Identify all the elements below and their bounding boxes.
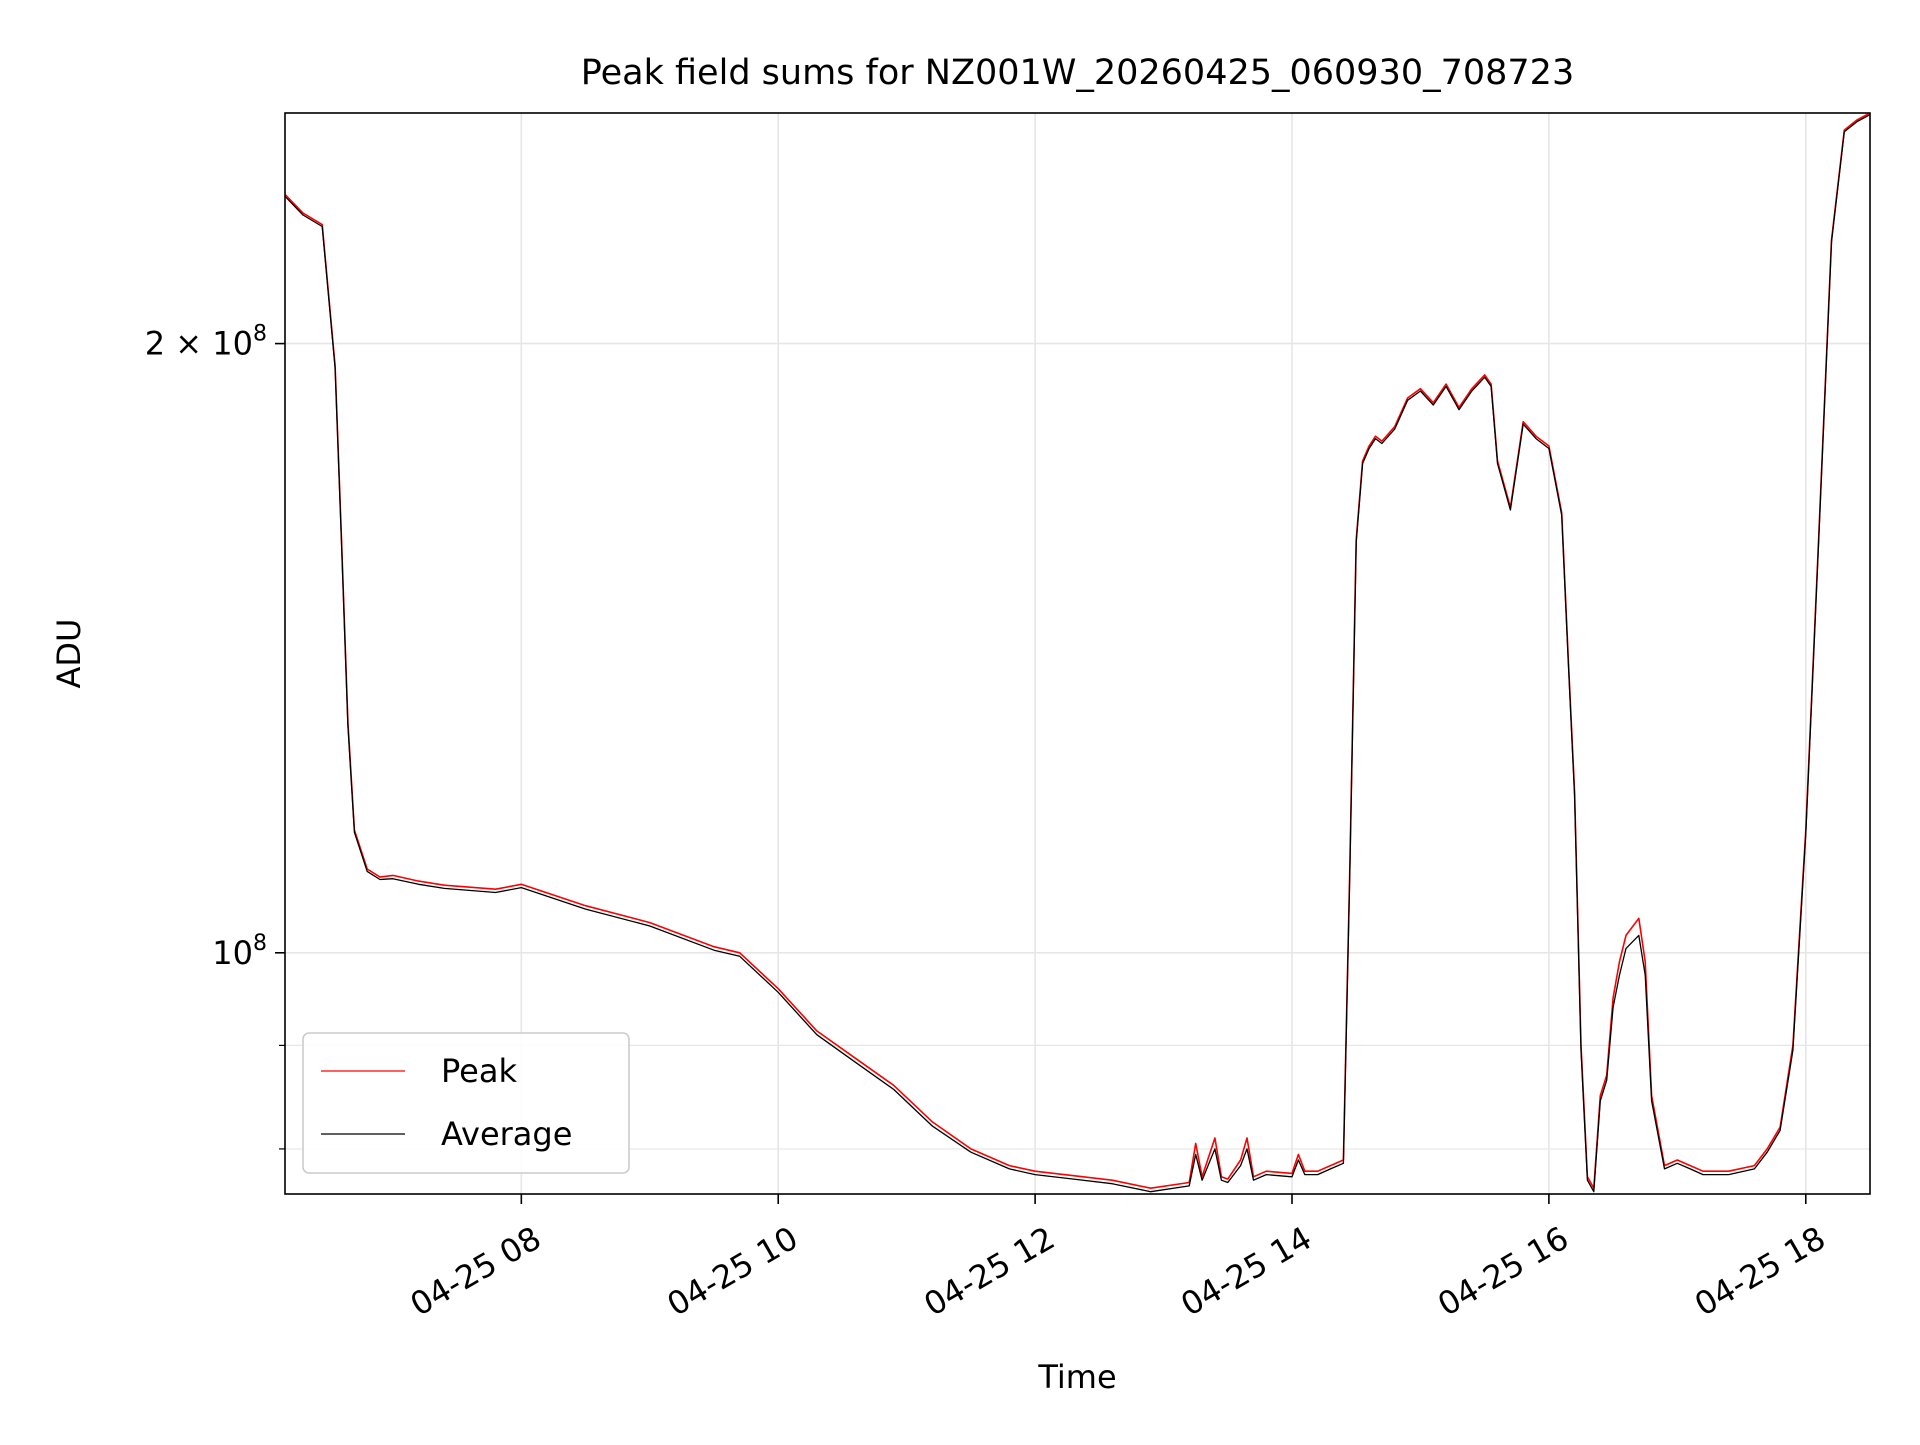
legend-box — [302, 1032, 630, 1174]
x-axis-label: Time — [1037, 1358, 1116, 1396]
y-tick-label-base: 10 — [212, 934, 253, 972]
legend-label-average: Average — [441, 1115, 572, 1153]
y-tick-label-base: 10 — [212, 325, 253, 363]
series-layer — [285, 113, 1870, 1193]
y-tick-label: 108 — [212, 931, 267, 972]
y-axis-label: ADU — [50, 619, 88, 689]
legend-label-peak: Peak — [441, 1052, 517, 1090]
chart-title: Peak field sums for NZ001W_20260425_0609… — [581, 53, 1574, 93]
legend: Peak Average — [302, 1032, 630, 1174]
y-tick-label-coefficient: 2 × — [145, 325, 213, 363]
plot-frame — [284, 112, 1871, 1195]
y-tick-label-exponent: 8 — [253, 931, 267, 956]
series-line-average — [285, 114, 1870, 1193]
y-tick-label: 2 × 108 — [145, 322, 267, 363]
y-tick-label-exponent: 8 — [253, 322, 267, 347]
plot-area — [285, 113, 1870, 1194]
